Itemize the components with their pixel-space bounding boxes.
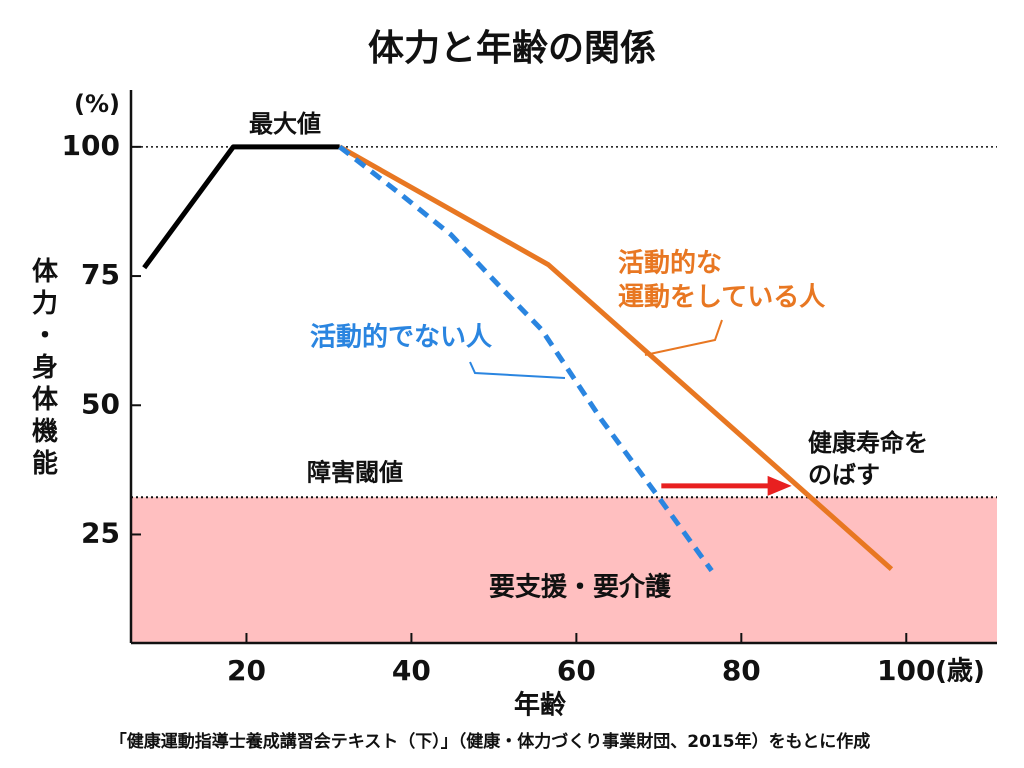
x-tick-label: 20 <box>227 654 266 687</box>
y-tick-label: 100 <box>62 129 120 162</box>
series-line <box>338 144 714 573</box>
y-tick-label: 50 <box>81 387 120 420</box>
y-axis-label-char: ・ <box>32 321 58 351</box>
x-tick-label: 100 <box>877 654 935 687</box>
y-axis-label-char: 機 <box>32 417 58 447</box>
y-unit: (%) <box>74 90 120 118</box>
inactive-leader <box>469 361 566 379</box>
extend-label: 健康寿命を <box>808 429 928 457</box>
y-axis-label-char: 能 <box>32 448 58 479</box>
series-line <box>142 144 340 270</box>
x-tick-label: 80 <box>722 654 761 687</box>
active-label: 運動をしている人 <box>618 283 825 313</box>
region-label: 要支援・要介護 <box>489 572 672 603</box>
y-axis-label-char: 体 <box>32 257 59 287</box>
active-leader <box>644 319 723 356</box>
x-tick-label: 60 <box>557 654 596 687</box>
threshold-region <box>131 497 997 643</box>
y-axis-label-char: 体 <box>32 385 59 415</box>
threshold-label: 障害閾値 <box>307 458 403 486</box>
x-unit: (歳) <box>935 657 985 687</box>
inactive-label: 活動的でない人 <box>310 322 492 353</box>
source: 「健康運動指導士養成講習会テキスト（下）」（健康・体力づくり事業財団、2015年… <box>110 731 870 752</box>
y-axis-label-char: 身 <box>32 352 58 383</box>
y-tick-label: 75 <box>81 258 120 291</box>
chart-title: 体力と年齢の関係 <box>368 28 656 69</box>
x-axis-label: 年齢 <box>514 690 567 721</box>
y-axis-label-char: 力 <box>32 289 58 319</box>
y-axis-label: 体力・身体機能 <box>32 257 59 479</box>
x-tick-label: 40 <box>392 654 431 687</box>
y-tick-label: 25 <box>81 516 120 549</box>
arrow-head <box>767 475 792 496</box>
series-line <box>338 144 894 571</box>
peak-label: 最大値 <box>249 110 321 138</box>
active-label: 活動的な <box>618 248 722 279</box>
extend-label: のばす <box>808 461 880 489</box>
